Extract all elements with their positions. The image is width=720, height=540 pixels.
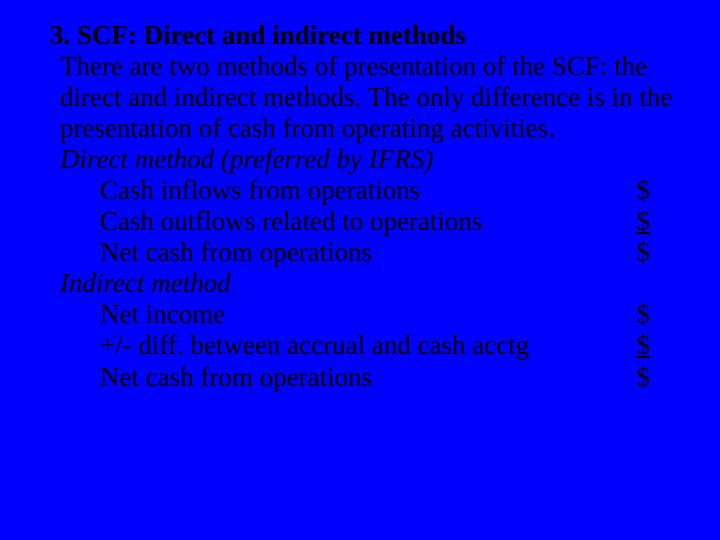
line-label: +/- diff. between accrual and cash acctg: [100, 330, 529, 361]
line-amount: $: [637, 175, 651, 206]
indirect-item-1: +/- diff. between accrual and cash acctg…: [40, 330, 680, 361]
line-amount: $: [637, 237, 651, 268]
line-amount: $: [637, 362, 651, 393]
indirect-item-0: Net income $: [40, 299, 680, 330]
line-amount: $: [637, 330, 651, 361]
direct-item-2: Net cash from operations $: [40, 237, 680, 268]
intro-text: There are two methods of presentation of…: [40, 51, 680, 144]
slide-title: 3. SCF: Direct and indirect methods: [40, 20, 680, 51]
line-label: Net cash from operations: [100, 362, 372, 393]
direct-item-1: Cash outflows related to operations $: [40, 206, 680, 237]
line-label: Cash outflows related to operations: [100, 206, 482, 237]
direct-method-heading: Direct method (preferred by IFRS): [40, 144, 680, 175]
indirect-item-2: Net cash from operations $: [40, 362, 680, 393]
direct-item-0: Cash inflows from operations $: [40, 175, 680, 206]
indirect-method-heading: Indirect method: [40, 268, 680, 299]
line-amount: $: [637, 206, 651, 237]
line-label: Cash inflows from operations: [100, 175, 420, 206]
line-amount: $: [637, 299, 651, 330]
slide-content: 3. SCF: Direct and indirect methods Ther…: [0, 0, 720, 413]
line-label: Net cash from operations: [100, 237, 372, 268]
line-label: Net income: [100, 299, 225, 330]
